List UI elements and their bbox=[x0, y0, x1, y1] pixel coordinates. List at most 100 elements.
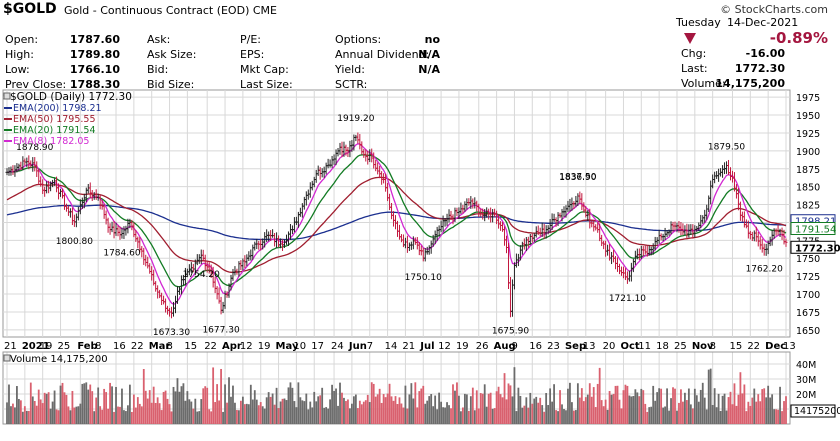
ohlc-bar bbox=[122, 226, 126, 240]
volume-bar bbox=[733, 383, 736, 424]
volume-bar bbox=[29, 382, 32, 424]
volume-bar bbox=[729, 391, 732, 424]
tag-text: 1772.30 bbox=[795, 243, 840, 254]
ohlc-bar bbox=[633, 250, 637, 265]
ohlc-bar bbox=[378, 165, 382, 179]
change-percent: -0.89% bbox=[769, 29, 828, 47]
ohlc-bar bbox=[267, 231, 271, 242]
last-value-tag: 1798.21 bbox=[790, 214, 836, 228]
chart-title: $GOLD (Daily) 1772.30 bbox=[10, 91, 132, 103]
ohlc-bar bbox=[574, 195, 578, 207]
ohlc-bar bbox=[255, 239, 259, 250]
volume-title-icon bbox=[3, 354, 11, 362]
ohlc-bar bbox=[173, 295, 177, 314]
ohlc-bar bbox=[736, 188, 740, 211]
ohlc-bar bbox=[727, 159, 731, 175]
volume-bar bbox=[779, 386, 781, 424]
ohlc-bar bbox=[148, 263, 152, 274]
volume-bar bbox=[769, 397, 772, 424]
volume-bar bbox=[91, 391, 94, 424]
price-label: 1754.20 bbox=[183, 270, 220, 280]
volume-bar bbox=[529, 392, 532, 424]
ohlc-bar bbox=[550, 213, 554, 231]
volume-bar bbox=[628, 395, 631, 424]
price-label: 1673.30 bbox=[153, 328, 190, 338]
volume-bar bbox=[398, 397, 401, 424]
quote-label: SCTR: bbox=[335, 78, 368, 91]
volume-bar bbox=[616, 385, 619, 424]
ohlc-bar bbox=[693, 225, 697, 238]
ohlc-bar bbox=[62, 192, 66, 210]
x-tick-label: Dec bbox=[765, 341, 786, 352]
volume-bar bbox=[545, 393, 548, 424]
ohlc-bar bbox=[560, 208, 564, 222]
volume-bar bbox=[73, 407, 76, 424]
volume-bar bbox=[573, 410, 575, 424]
volume-bar bbox=[477, 408, 480, 424]
ohlc-bar bbox=[203, 254, 207, 271]
ohlc-bar bbox=[96, 193, 100, 201]
volume-bar bbox=[55, 409, 58, 424]
volume-bar bbox=[705, 409, 708, 424]
x-tick-label: Mar bbox=[149, 341, 171, 352]
volume-bar bbox=[376, 394, 379, 424]
ohlc-bar bbox=[298, 207, 302, 217]
ohlc-bar bbox=[435, 226, 439, 242]
volume-bar bbox=[61, 382, 64, 424]
ohlc-bar bbox=[134, 230, 138, 242]
ohlc-bar bbox=[738, 201, 742, 221]
volume-bar bbox=[525, 397, 528, 424]
volume-bar bbox=[331, 384, 333, 424]
ohlc-bar bbox=[25, 157, 29, 168]
volume-bar bbox=[584, 397, 587, 424]
volume-bar bbox=[747, 401, 750, 424]
volume-bar bbox=[243, 404, 246, 424]
quote-value: 1772.30 bbox=[734, 62, 785, 75]
ohlc-bar bbox=[623, 268, 627, 281]
volume-bar bbox=[515, 411, 518, 424]
ohlc-bar bbox=[516, 253, 520, 267]
price-label: 1878.90 bbox=[16, 143, 53, 153]
ohlc-bar bbox=[752, 230, 756, 242]
volume-bar bbox=[10, 406, 12, 424]
volume-bar bbox=[578, 397, 581, 424]
volume-bar bbox=[444, 407, 446, 424]
ohlc-bar bbox=[564, 205, 568, 218]
ohlc-bar bbox=[288, 224, 292, 240]
ohlc-bar bbox=[380, 171, 384, 185]
ohlc-bar bbox=[439, 220, 443, 233]
volume-bar bbox=[329, 399, 331, 424]
volume-bar bbox=[481, 393, 484, 424]
volume-bar bbox=[410, 383, 413, 424]
ohlc-bar bbox=[728, 167, 732, 181]
volume-bar bbox=[212, 367, 215, 424]
volume-bar bbox=[739, 372, 742, 424]
ohlc-bar bbox=[457, 207, 461, 219]
volume-bar bbox=[523, 405, 526, 424]
ohlc-bar bbox=[580, 193, 584, 211]
volume-bar bbox=[255, 399, 258, 424]
volume-tick-label: 10M bbox=[796, 405, 816, 416]
volume-bar bbox=[473, 410, 476, 424]
volume-bar bbox=[684, 392, 686, 424]
ohlc-bar bbox=[154, 281, 158, 292]
ohlc-bar bbox=[572, 201, 576, 210]
volume-bar bbox=[301, 400, 304, 424]
volume-bar bbox=[69, 410, 72, 424]
ohlc-bar bbox=[427, 245, 431, 255]
ohlc-bar bbox=[514, 253, 518, 268]
ohlc-bar bbox=[495, 210, 499, 225]
ohlc-bar bbox=[627, 270, 631, 282]
volume-bar bbox=[277, 408, 280, 424]
ohlc-bar bbox=[76, 206, 80, 221]
volume-bar bbox=[693, 388, 696, 424]
volume-bar bbox=[214, 402, 217, 424]
volume-bar bbox=[49, 408, 52, 424]
volume-bar bbox=[380, 402, 383, 424]
quote-value: 1766.10 bbox=[69, 63, 120, 76]
ohlc-bar bbox=[108, 223, 112, 235]
volume-bar bbox=[559, 390, 561, 424]
volume-bar bbox=[125, 411, 127, 424]
ohlc-bar bbox=[205, 261, 209, 273]
ohlc-bar bbox=[41, 179, 45, 194]
